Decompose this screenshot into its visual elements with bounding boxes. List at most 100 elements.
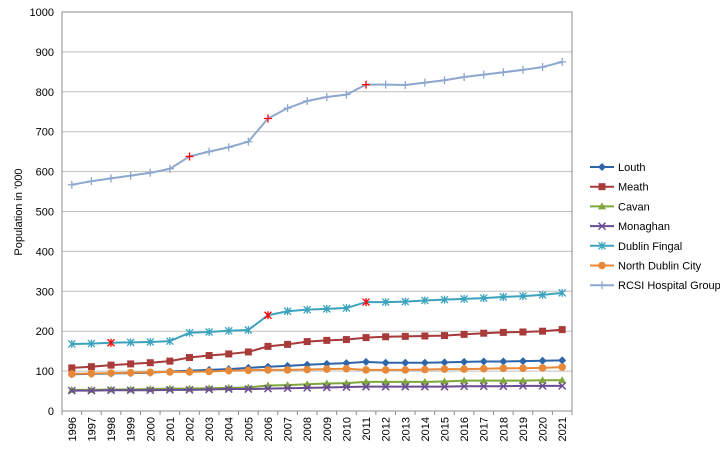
x-tick-label: 2008 <box>302 417 314 441</box>
data-point <box>284 340 292 348</box>
legend-label: Meath <box>618 182 649 194</box>
data-point <box>107 361 115 369</box>
legend-label: Dublin Fingal <box>618 241 682 253</box>
data-point <box>441 332 448 340</box>
data-point <box>244 385 253 394</box>
data-point <box>283 384 292 393</box>
data-point <box>303 383 312 392</box>
x-tick-label: 2003 <box>204 417 216 441</box>
x-tick-label: 2005 <box>243 417 255 441</box>
data-point <box>421 365 429 374</box>
data-point <box>558 356 567 365</box>
data-point <box>539 327 547 335</box>
data-point <box>381 377 390 385</box>
x-tick-label: 2015 <box>440 417 452 441</box>
data-point <box>460 376 469 384</box>
data-point <box>440 365 449 373</box>
data-point <box>283 366 292 374</box>
data-point <box>205 385 214 394</box>
y-tick-label: 1000 <box>30 7 54 19</box>
x-tick-label: 2018 <box>498 417 510 441</box>
data-point <box>558 363 566 371</box>
data-point <box>323 365 331 373</box>
data-point <box>420 377 429 385</box>
data-point <box>205 352 213 360</box>
data-point <box>224 385 233 394</box>
data-point <box>107 386 116 395</box>
series-line <box>71 60 563 186</box>
legend-marker <box>598 183 606 191</box>
x-tick-label: 1998 <box>106 417 118 441</box>
data-point <box>499 382 508 391</box>
data-point <box>244 326 253 335</box>
data-point <box>342 304 351 313</box>
series-louth <box>67 356 567 379</box>
legend-marker <box>598 241 606 250</box>
data-point <box>479 294 488 303</box>
y-tick-label: 900 <box>36 47 54 59</box>
y-tick-label: 200 <box>36 326 54 338</box>
data-point <box>244 366 253 375</box>
data-point <box>205 147 214 156</box>
legend-entry: Cavan <box>590 201 650 213</box>
data-point <box>67 339 76 348</box>
y-tick-label: 100 <box>36 366 54 378</box>
x-tick-label: 1996 <box>67 417 79 441</box>
data-point <box>479 364 488 373</box>
data-point <box>362 357 371 366</box>
data-point <box>519 364 527 373</box>
data-point <box>322 304 331 313</box>
y-tick-label: 400 <box>36 246 54 258</box>
data-point <box>107 174 116 183</box>
x-tick-label: 2013 <box>400 417 412 441</box>
data-point <box>224 326 233 335</box>
data-point <box>421 332 429 340</box>
data-point <box>87 369 96 378</box>
legend-entry: Monaghan <box>590 221 670 233</box>
series-line <box>71 384 563 392</box>
data-point <box>303 338 311 346</box>
data-point <box>166 357 174 365</box>
data-point <box>107 369 115 377</box>
data-point <box>401 382 410 391</box>
data-point <box>303 365 311 374</box>
data-point <box>440 358 449 367</box>
data-point <box>499 376 508 384</box>
data-point <box>362 377 371 385</box>
data-point <box>460 365 468 373</box>
data-point <box>342 364 351 373</box>
x-tick-label: 2016 <box>459 417 471 441</box>
highlight-point <box>185 152 194 161</box>
series-line <box>71 366 563 375</box>
data-point <box>146 337 155 346</box>
data-point <box>68 364 76 372</box>
x-tick-label: 2002 <box>185 417 197 441</box>
data-point <box>480 329 488 337</box>
data-point <box>499 357 508 366</box>
data-point <box>558 381 567 390</box>
y-tick-label: 700 <box>36 127 54 139</box>
data-point <box>518 376 527 384</box>
legend-marker <box>598 202 606 210</box>
series-line <box>71 379 563 391</box>
highlight-point <box>362 298 370 307</box>
data-point <box>185 328 194 337</box>
data-point <box>519 292 527 301</box>
x-tick-label: 2011 <box>361 417 373 441</box>
data-point <box>538 364 547 372</box>
data-point <box>244 348 252 356</box>
data-point <box>420 296 429 305</box>
data-point <box>166 368 174 376</box>
x-tick-label: 2014 <box>420 417 432 441</box>
data-point <box>538 290 547 299</box>
data-point <box>322 92 331 101</box>
y-tick-label: 0 <box>48 406 54 418</box>
legend-marker <box>598 281 606 290</box>
data-point <box>362 382 371 391</box>
x-tick-label: 2004 <box>224 417 236 441</box>
series-monaghan <box>67 381 567 395</box>
data-point <box>87 386 96 395</box>
data-point <box>68 370 76 378</box>
data-point <box>558 376 567 384</box>
data-point <box>283 104 292 113</box>
